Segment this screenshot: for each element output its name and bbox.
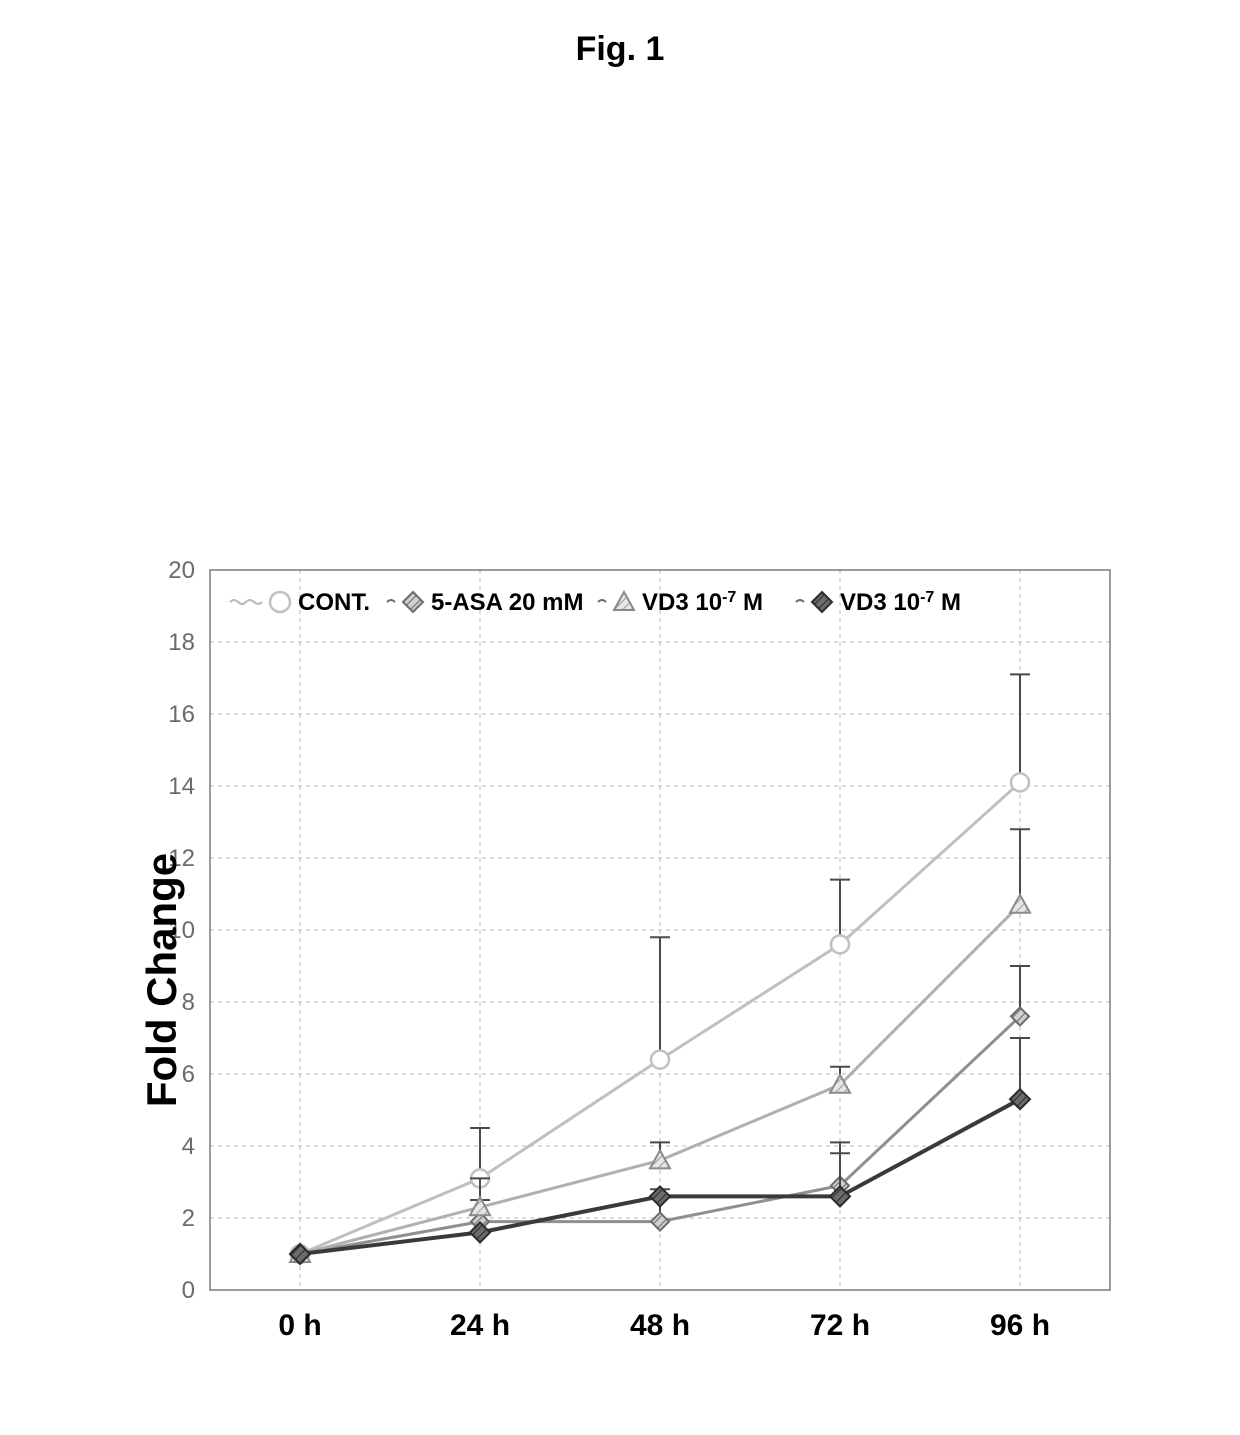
x-tick-label: 72 h <box>810 1309 870 1342</box>
y-tick-label: 20 <box>168 560 195 584</box>
x-tick-label: 96 h <box>990 1309 1050 1342</box>
y-tick-label: 4 <box>182 1133 195 1160</box>
figure-title: Fig. 1 <box>0 30 1240 69</box>
x-tick-label: 0 h <box>278 1309 321 1342</box>
y-tick-label: 14 <box>168 773 195 800</box>
x-tick-label: 48 h <box>630 1309 690 1342</box>
legend-label: 5-ASA 20 mM <box>431 589 583 616</box>
legend-label: VD3 10-7 M <box>642 589 763 617</box>
legend-label: CONT. <box>298 589 370 616</box>
legend-label: VD3 10-7 M <box>840 589 961 617</box>
chart-container: Fold Change 024681012141618200 h24 h48 h… <box>120 560 1140 1400</box>
y-tick-label: 16 <box>168 701 195 728</box>
y-tick-label: 18 <box>168 629 195 656</box>
page: Fig. 1 Fold Change 024681012141618200 h2… <box>0 0 1240 1435</box>
y-tick-label: 2 <box>182 1205 195 1232</box>
x-tick-label: 24 h <box>450 1309 510 1342</box>
y-axis-label: Fold Change <box>138 853 186 1107</box>
y-tick-label: 0 <box>182 1277 195 1304</box>
chart-svg: 024681012141618200 h24 h48 h72 h96 hCONT… <box>120 560 1140 1380</box>
